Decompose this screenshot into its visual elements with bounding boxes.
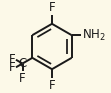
Text: C: C xyxy=(18,57,27,70)
Text: F: F xyxy=(19,72,26,85)
Text: F: F xyxy=(9,61,15,74)
Text: F: F xyxy=(49,1,55,14)
Text: F: F xyxy=(49,79,55,92)
Text: NH$_2$: NH$_2$ xyxy=(82,28,106,43)
Text: F: F xyxy=(9,53,15,66)
